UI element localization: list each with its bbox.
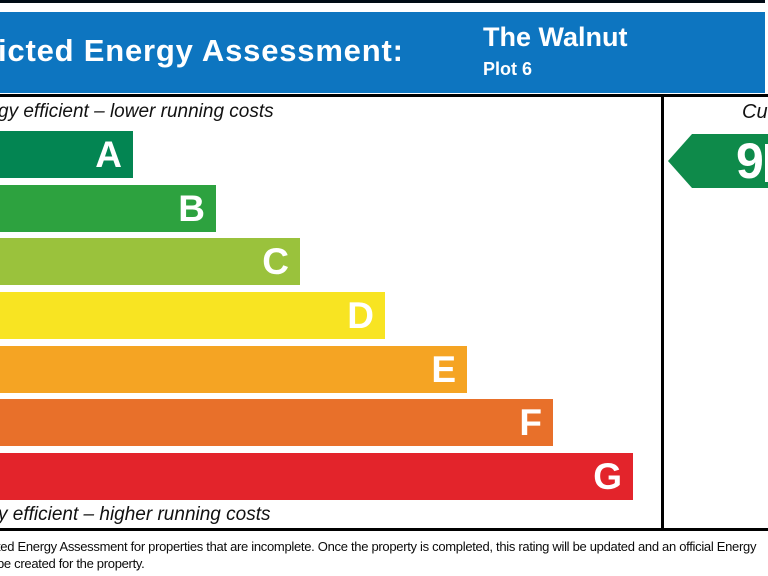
current-rating-arrow: 9	[668, 134, 768, 188]
current-rating-partial-digit	[765, 144, 768, 182]
band-g-bar: G	[0, 453, 633, 500]
band-c-bar: C	[0, 238, 300, 285]
band-g-label: G	[593, 456, 622, 497]
plot-number: Plot 6	[483, 59, 533, 79]
current-rating-value: 9	[736, 133, 764, 189]
scale-label-bottom: y efficient – higher running costs	[0, 504, 271, 525]
band-a-bar: A	[0, 131, 133, 178]
band-f-label: F	[519, 402, 542, 443]
header-bar: icted Energy Assessment: The Walnut Plot…	[0, 12, 765, 93]
band-e-label: E	[431, 349, 456, 390]
band-d-bar: D	[0, 292, 385, 339]
page-title: icted Energy Assessment:	[0, 33, 404, 68]
band-e-bar: E	[0, 346, 467, 393]
column-divider	[661, 94, 664, 531]
band-b-bar: B	[0, 185, 216, 232]
band-b-label: B	[178, 188, 205, 229]
band-d-label: D	[347, 295, 374, 336]
band-c-label: C	[262, 241, 289, 282]
current-column-label: Cur	[742, 101, 768, 123]
disclaimer-line-2: be created for the property.	[0, 556, 145, 571]
scale-label-top: gy efficient – lower running costs	[0, 101, 274, 122]
header-top-border	[0, 0, 765, 3]
band-f-bar: F	[0, 399, 553, 446]
chart-top-border	[0, 94, 768, 97]
chart-bottom-border	[0, 528, 768, 531]
disclaimer-line-1: ted Energy Assessment for properties tha…	[0, 539, 757, 554]
property-name: The Walnut	[483, 22, 628, 52]
band-a-label: A	[95, 134, 122, 175]
